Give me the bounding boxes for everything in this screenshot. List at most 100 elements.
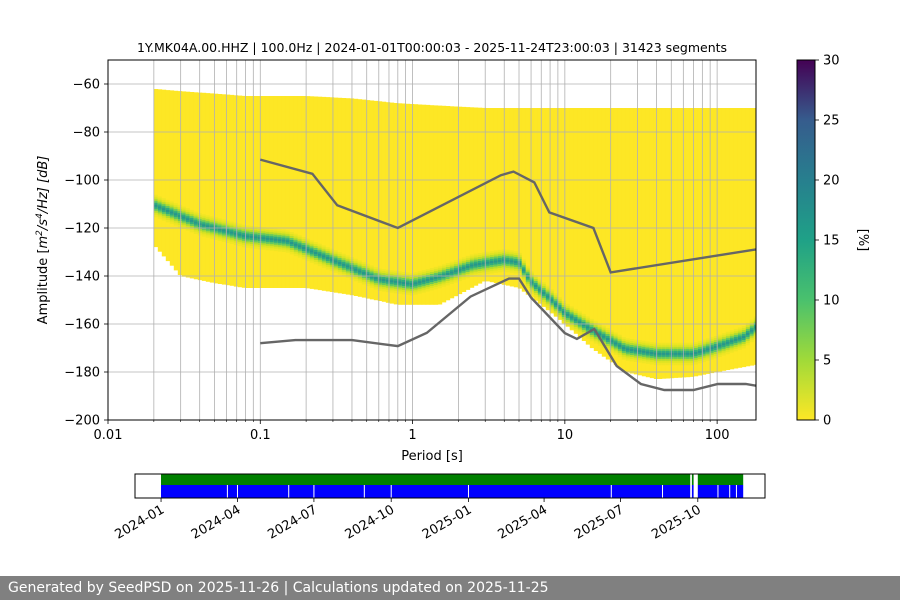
density-cell — [605, 338, 611, 341]
density-cell — [289, 246, 295, 249]
density-cell — [713, 354, 719, 357]
density-cell — [589, 320, 595, 324]
density-cell — [665, 350, 671, 354]
density-cell — [677, 358, 683, 362]
density-cell — [613, 350, 619, 353]
density-cell — [417, 281, 423, 284]
density-cell — [613, 352, 619, 355]
density-cell — [557, 315, 563, 318]
density-cell — [433, 284, 439, 288]
density-cell — [333, 268, 339, 271]
density-cell — [177, 212, 183, 216]
density-cell — [621, 355, 627, 358]
density-cell — [549, 303, 555, 306]
density-cell — [477, 273, 483, 276]
density-cell — [385, 269, 391, 273]
density-cell — [653, 352, 659, 356]
density-cell — [173, 207, 179, 210]
density-column — [689, 108, 695, 377]
density-column — [617, 108, 623, 368]
density-cell — [497, 265, 503, 269]
density-cell — [457, 266, 463, 270]
density-cell — [525, 267, 531, 271]
density-cell — [693, 348, 699, 351]
density-cell — [469, 270, 475, 273]
density-cell — [433, 266, 439, 270]
density-cell — [429, 278, 435, 281]
density-cell — [693, 344, 699, 347]
density-cell — [249, 231, 255, 235]
density-cell — [525, 275, 531, 279]
density-cell — [153, 214, 159, 218]
density-cell — [397, 287, 403, 290]
density-cell — [365, 271, 371, 275]
density-cell — [673, 346, 679, 350]
density-cell — [721, 347, 727, 350]
density-cell — [549, 299, 555, 302]
density-cell — [557, 307, 563, 310]
density-cell — [481, 252, 487, 255]
density-cell — [389, 278, 395, 281]
density-cell — [165, 213, 171, 217]
density-cell — [369, 267, 375, 270]
density-cell — [241, 242, 247, 246]
density-column — [645, 108, 651, 378]
density-cell — [397, 291, 403, 294]
density-cell — [725, 337, 731, 341]
density-cell — [173, 205, 179, 208]
density-cell — [201, 232, 207, 235]
density-cell — [641, 348, 647, 352]
density-cell — [241, 238, 247, 242]
density-cell — [253, 244, 259, 247]
density-cell — [569, 324, 575, 327]
density-cell — [529, 289, 535, 292]
density-column — [489, 108, 495, 283]
density-cell — [497, 249, 503, 253]
density-cell — [441, 282, 447, 285]
density-column — [185, 91, 191, 278]
density-cell — [341, 267, 347, 271]
density-cell — [529, 283, 535, 286]
density-cell — [309, 256, 315, 259]
density-cell — [225, 234, 231, 237]
y-axis-ticks: −200−180−160−140−120−100−80−60 — [64, 78, 108, 429]
density-cell — [685, 354, 691, 358]
density-cell — [237, 227, 243, 231]
density-cell — [297, 239, 303, 242]
density-cell — [633, 353, 639, 356]
density-cell — [645, 343, 651, 346]
density-cell — [481, 264, 487, 267]
density-cell — [281, 247, 287, 250]
density-cell — [473, 263, 479, 266]
density-cell — [517, 258, 523, 262]
density-cell — [593, 339, 599, 342]
density-column — [229, 94, 235, 286]
density-cell — [253, 240, 259, 243]
density-cell — [225, 230, 231, 233]
density-cell — [245, 241, 251, 244]
density-cell — [201, 226, 207, 229]
density-cell — [721, 341, 727, 344]
density-cell — [625, 346, 631, 349]
density-cell — [161, 212, 167, 215]
density-cell — [329, 268, 335, 272]
density-cell — [633, 357, 639, 360]
density-cell — [357, 272, 363, 275]
density-cell — [385, 289, 391, 293]
density-cell — [265, 227, 271, 231]
density-cell — [393, 284, 399, 288]
density-cell — [337, 252, 343, 255]
density-cell — [189, 229, 195, 233]
density-cell — [273, 232, 279, 236]
density-column — [485, 108, 491, 282]
density-cell — [157, 198, 163, 201]
density-cell — [521, 265, 527, 268]
timeline-tick-label: 2025-10 — [649, 502, 704, 542]
density-cell — [269, 238, 275, 241]
density-cell — [265, 241, 271, 245]
density-cell — [157, 216, 163, 219]
density-cell — [477, 253, 483, 256]
density-cell — [377, 286, 383, 289]
density-column — [205, 93, 211, 282]
density-cell — [273, 248, 279, 252]
